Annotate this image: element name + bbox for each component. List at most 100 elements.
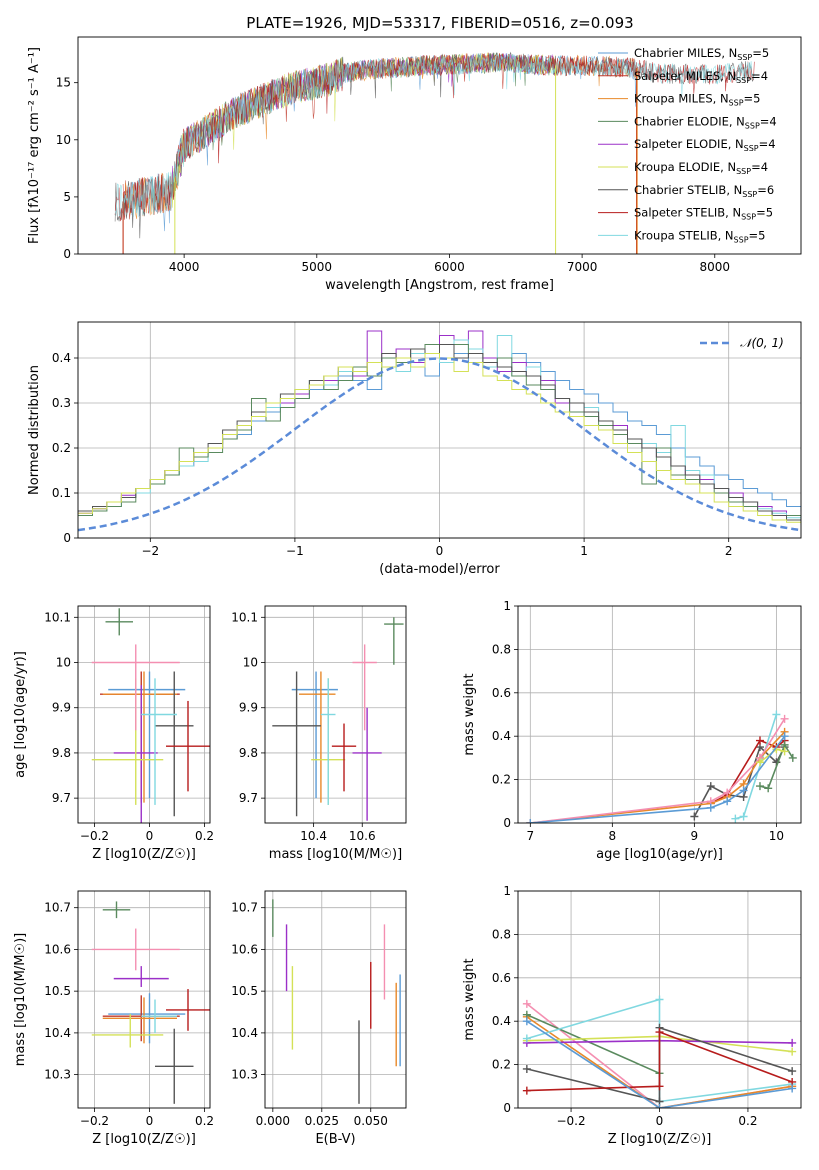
y-tick-label: 0.3 bbox=[52, 396, 71, 410]
y-axis-label: mass weight bbox=[462, 958, 477, 1040]
y-tick-label: 9.8 bbox=[239, 746, 258, 760]
data-point bbox=[764, 784, 773, 793]
y-tick-label: 15 bbox=[56, 76, 71, 90]
x-tick-label: 10 bbox=[769, 829, 784, 843]
y-axis-label: mass [log10(M/M☉)] bbox=[13, 933, 28, 1066]
y-tick-label: 0.4 bbox=[52, 351, 71, 365]
panel-residuals: −2 −1 0 1 2 0 0.1 0.2 0.3 0.4 (data-model)/error No… bbox=[27, 321, 802, 577]
axes-frame bbox=[264, 605, 407, 824]
histogram-series bbox=[78, 353, 801, 519]
x-axis-label: Z [log10(Z/Z☉)] bbox=[92, 1132, 196, 1147]
data-point bbox=[655, 1028, 664, 1037]
plot-area bbox=[91, 608, 210, 823]
x-tick-label: 6000 bbox=[434, 260, 465, 274]
x-tick-label: 0.050 bbox=[354, 1114, 388, 1128]
y-tick-label: 0 bbox=[503, 1101, 511, 1115]
y-tick-label: 10 bbox=[243, 656, 258, 670]
legend-label: Chabrier ELODIE, NSSP=4 bbox=[634, 114, 777, 130]
data-point bbox=[780, 732, 789, 741]
data-point bbox=[780, 747, 789, 756]
x-tick-label: 10.6 bbox=[349, 829, 376, 843]
axes-frame bbox=[77, 605, 211, 824]
x-tick-label: −1 bbox=[286, 544, 304, 558]
x-tick-label: 5000 bbox=[302, 260, 333, 274]
mass-weight-series bbox=[530, 731, 786, 823]
mass-weight-series bbox=[526, 1020, 793, 1108]
mass-weight-series bbox=[759, 743, 794, 790]
plot-area bbox=[78, 330, 801, 532]
y-tick-label: 0.1 bbox=[52, 486, 71, 500]
data-point bbox=[739, 812, 748, 821]
data-point bbox=[522, 1064, 531, 1073]
y-tick-label: 10.1 bbox=[231, 610, 258, 624]
data-point bbox=[755, 758, 764, 767]
x-tick-label: 7000 bbox=[567, 260, 598, 274]
axes-frame bbox=[77, 890, 211, 1109]
y-tick-label: 10 bbox=[56, 133, 71, 147]
data-point bbox=[788, 753, 797, 762]
plot-area bbox=[91, 901, 210, 1104]
y-axis-label: Normed distribution bbox=[27, 365, 42, 495]
y-tick-label: 0 bbox=[503, 816, 511, 830]
legend-label: Salpeter STELIB, NSSP=5 bbox=[634, 206, 773, 222]
legend-label: Kroupa ELODIE, NSSP=4 bbox=[634, 160, 768, 176]
data-point bbox=[755, 736, 764, 745]
x-tick-label: 0.2 bbox=[738, 1114, 757, 1128]
panel-age-vs-Z: −0.2 0 0.2 9.7 9.8 9.9 10 10.1 Z [log10(Z/Z☉)] ag… bbox=[13, 605, 214, 862]
data-point bbox=[723, 797, 732, 806]
y-axis-label: age [log10(age/yr)] bbox=[13, 651, 28, 778]
x-tick-label: 10.4 bbox=[300, 829, 327, 843]
y-tick-label: 10.5 bbox=[231, 984, 258, 998]
y-axis-label: mass weight bbox=[462, 673, 477, 755]
x-axis-label: Z [log10(Z/Z☉)] bbox=[92, 847, 196, 862]
plot-area bbox=[526, 710, 797, 823]
x-tick-label: 8 bbox=[609, 829, 617, 843]
y-tick-label: 0.8 bbox=[492, 927, 511, 941]
spectrum-line bbox=[114, 53, 755, 222]
data-point bbox=[755, 782, 764, 791]
data-point bbox=[731, 814, 740, 823]
x-tick-label: 1 bbox=[580, 544, 588, 558]
y-tick-label: 9.7 bbox=[239, 791, 258, 805]
legend-label: Kroupa MILES, NSSP=5 bbox=[634, 92, 760, 108]
x-axis-label: age [log10(age/yr)] bbox=[596, 847, 723, 862]
axes-frame bbox=[77, 321, 802, 539]
data-point bbox=[690, 812, 699, 821]
y-tick-label: 0.6 bbox=[492, 686, 511, 700]
y-tick-label: 0.2 bbox=[52, 441, 71, 455]
legend-label: Chabrier MILES, NSSP=5 bbox=[634, 46, 769, 62]
y-tick-label: 10.7 bbox=[44, 901, 71, 915]
data-point bbox=[522, 1034, 531, 1043]
axes-frame bbox=[264, 890, 407, 1109]
y-tick-label: 10.6 bbox=[44, 942, 71, 956]
y-tick-label: 0.6 bbox=[492, 971, 511, 985]
data-point bbox=[655, 1082, 664, 1091]
y-tick-label: 9.9 bbox=[239, 701, 258, 715]
data-point bbox=[723, 788, 732, 797]
panel-massweight-vs-Z: −0.2 0 0.2 0 0.2 0.4 0.6 0.8 1 Z [log10(Z/Z☉)] mas… bbox=[462, 884, 802, 1147]
y-tick-label: 0.4 bbox=[492, 729, 511, 743]
x-tick-label: −0.2 bbox=[556, 1114, 585, 1128]
data-point bbox=[522, 999, 531, 1008]
data-point bbox=[788, 1067, 797, 1076]
mass-weight-series bbox=[735, 714, 778, 820]
legend: 𝒩(0, 1) bbox=[700, 336, 784, 350]
y-tick-label: 0 bbox=[63, 247, 71, 261]
y-tick-label: 10 bbox=[56, 656, 71, 670]
legend-label: Chabrier STELIB, NSSP=6 bbox=[634, 183, 774, 199]
x-axis-label: E(B-V) bbox=[315, 1132, 355, 1147]
data-point bbox=[526, 819, 535, 823]
y-tick-label: 0.4 bbox=[492, 1014, 511, 1028]
data-point bbox=[522, 1017, 531, 1026]
y-tick-label: 10.4 bbox=[231, 1026, 258, 1040]
legend-label: Kroupa STELIB, NSSP=5 bbox=[634, 228, 765, 244]
y-tick-label: 0 bbox=[63, 531, 71, 545]
y-tick-label: 10.3 bbox=[44, 1068, 71, 1082]
y-tick-label: 10.1 bbox=[44, 610, 71, 624]
x-tick-label: −0.2 bbox=[80, 1114, 109, 1128]
x-tick-label: 0.025 bbox=[305, 1114, 339, 1128]
x-tick-label: 0 bbox=[656, 1114, 664, 1128]
data-point bbox=[655, 995, 664, 1004]
x-axis-label: mass [log10(M/M☉)] bbox=[269, 847, 402, 862]
